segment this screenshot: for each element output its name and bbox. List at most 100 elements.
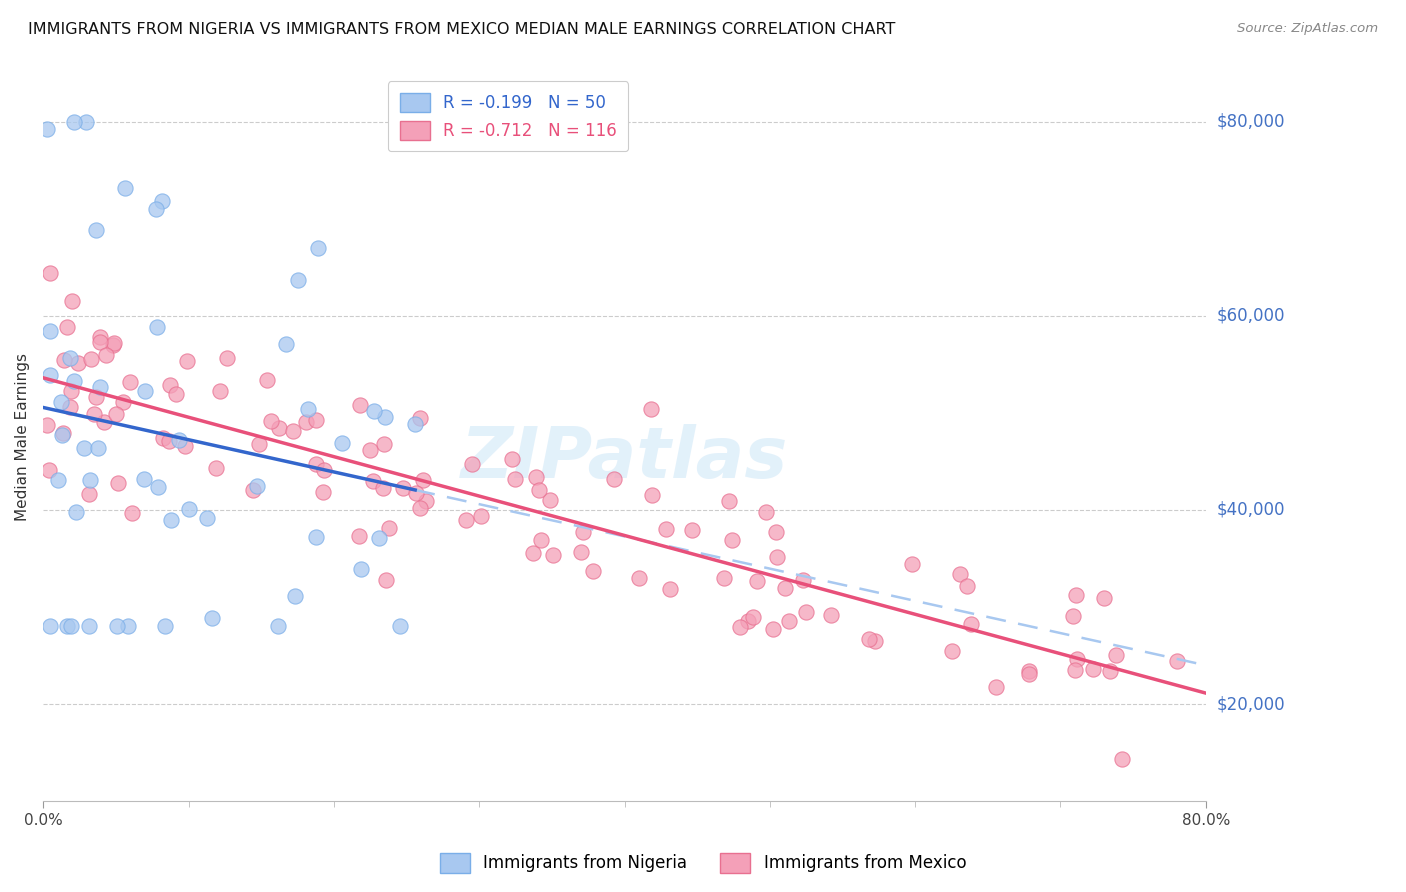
Point: [177, 501, 200, 516]
Point: [529, 533, 551, 547]
Point: [72, 442, 94, 456]
Point: [59, 351, 82, 365]
Point: [501, 452, 523, 467]
Point: [1166, 654, 1188, 668]
Point: [762, 622, 785, 636]
Point: [60, 294, 83, 309]
Point: [38, 324, 60, 338]
Y-axis label: Median Male Earnings: Median Male Earnings: [15, 353, 30, 521]
Point: [39, 266, 62, 280]
Point: [148, 480, 170, 494]
Point: [359, 442, 381, 457]
Point: [392, 481, 415, 495]
Point: [89, 334, 111, 349]
Point: [305, 413, 328, 427]
Point: [858, 632, 880, 646]
Point: [38, 463, 60, 477]
Point: [118, 375, 141, 389]
Point: [900, 558, 922, 572]
Point: [46, 473, 69, 487]
Point: [361, 474, 384, 488]
Point: [152, 431, 174, 445]
Point: [415, 494, 437, 508]
Point: [378, 521, 401, 535]
Point: [792, 573, 814, 587]
Point: [242, 483, 264, 498]
Point: [94, 348, 117, 362]
Point: [165, 387, 187, 401]
Point: [755, 505, 778, 519]
Point: [1092, 591, 1115, 605]
Point: [314, 463, 336, 477]
Point: [160, 513, 183, 527]
Point: [794, 605, 817, 619]
Point: [56, 319, 79, 334]
Point: [62, 374, 84, 388]
Point: [83, 407, 105, 421]
Point: [201, 611, 224, 625]
Point: [35, 418, 58, 433]
Point: [405, 485, 427, 500]
Point: [114, 181, 136, 195]
Point: [204, 460, 226, 475]
Point: [640, 488, 662, 502]
Text: Source: ZipAtlas.com: Source: ZipAtlas.com: [1237, 22, 1378, 36]
Point: [659, 582, 682, 597]
Point: [681, 523, 703, 537]
Point: [460, 457, 482, 471]
Point: [66, 356, 89, 370]
Text: $20,000: $20,000: [1218, 695, 1285, 713]
Point: [470, 509, 492, 524]
Point: [720, 533, 742, 547]
Point: [312, 485, 335, 500]
Point: [256, 373, 278, 387]
Point: [1105, 648, 1128, 662]
Point: [39, 619, 62, 633]
Point: [737, 614, 759, 628]
Point: [1083, 662, 1105, 676]
Point: [627, 572, 650, 586]
Point: [86, 391, 108, 405]
Point: [1066, 588, 1088, 602]
Point: [283, 589, 305, 603]
Point: [941, 644, 963, 658]
Text: IMMIGRANTS FROM NIGERIA VS IMMIGRANTS FROM MEXICO MEDIAN MALE EARNINGS CORRELATI: IMMIGRANTS FROM NIGERIA VS IMMIGRANTS FR…: [28, 22, 896, 37]
Point: [522, 546, 544, 560]
Point: [1018, 666, 1040, 681]
Point: [150, 194, 173, 209]
Point: [728, 620, 751, 634]
Point: [1066, 652, 1088, 666]
Point: [389, 619, 412, 633]
Point: [281, 424, 304, 438]
Point: [77, 487, 100, 501]
Point: [93, 416, 115, 430]
Point: [103, 336, 125, 351]
Point: [295, 415, 318, 429]
Point: [773, 581, 796, 595]
Point: [305, 457, 328, 471]
Point: [267, 421, 290, 435]
Point: [524, 470, 547, 484]
Point: [350, 562, 373, 576]
Point: [949, 567, 972, 582]
Point: [60, 619, 83, 633]
Point: [174, 439, 197, 453]
Point: [368, 531, 391, 545]
Point: [778, 614, 800, 628]
Point: [89, 379, 111, 393]
Point: [766, 549, 789, 564]
Point: [75, 114, 97, 128]
Point: [307, 241, 329, 255]
Point: [80, 352, 103, 367]
Point: [134, 384, 156, 398]
Point: [86, 223, 108, 237]
Point: [374, 410, 396, 425]
Point: [1018, 664, 1040, 678]
Point: [260, 414, 283, 428]
Point: [409, 411, 432, 425]
Point: [215, 351, 238, 366]
Point: [167, 433, 190, 447]
Point: [305, 530, 328, 544]
Point: [89, 330, 111, 344]
Point: [1099, 664, 1122, 678]
